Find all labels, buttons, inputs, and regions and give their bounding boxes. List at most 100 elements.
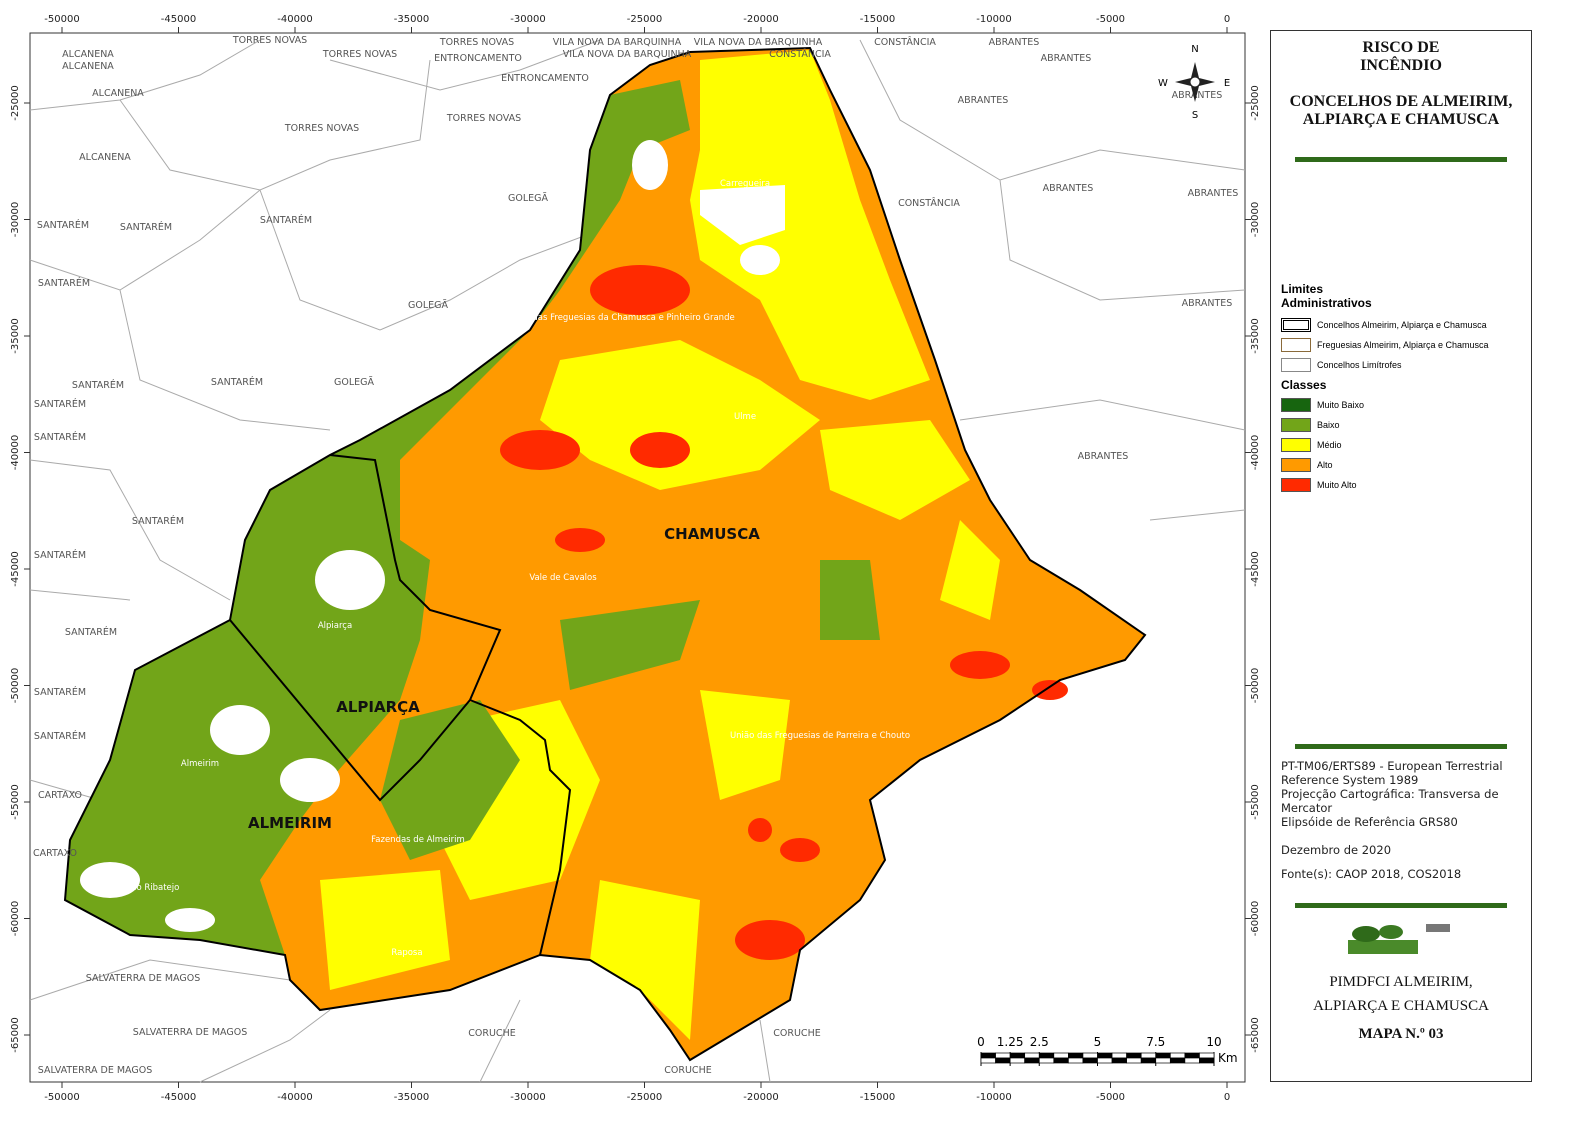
legend-panel: RISCO DE INCÊNDIO CONCELHOS DE ALMEIRIM,… [1270, 30, 1532, 1082]
place-label: SANTARÉM [72, 379, 124, 391]
place-label: ABRANTES [958, 95, 1009, 106]
divider [1295, 903, 1507, 908]
parish-label: Ulme [734, 412, 756, 422]
place-label: SANTARÉM [65, 626, 117, 638]
legend-swatch [1281, 398, 1311, 412]
place-label: SANTARÉM [132, 515, 184, 527]
unclassified-patches [80, 140, 785, 932]
admin-legend: Concelhos Almeirim, Alpiarça e Chamusca F… [1271, 318, 1531, 372]
parish-label: União das Freguesias de Parreira e Chout… [730, 731, 910, 741]
scale-segment [1126, 1052, 1142, 1059]
place-label: SALVATERRA DE MAGOS [38, 1065, 152, 1076]
scale-segment [1082, 1052, 1098, 1059]
x-tick-label: -15000 [860, 14, 895, 25]
x-tick-label: -25000 [627, 14, 662, 25]
legend-item: Alto [1281, 458, 1531, 472]
place-label: VILA NOVA DA BARQUINHA [563, 49, 692, 60]
info-line: Elipsóide de Referência GRS80 [1281, 815, 1458, 829]
place-label: SANTARÉM [34, 398, 86, 410]
place-label: TORRES NOVAS [446, 113, 521, 124]
scale-segment [1169, 1057, 1186, 1064]
parish-label: Vale de Cavalos [529, 573, 597, 583]
scale-segment [1140, 1052, 1157, 1059]
compass-label: S [1192, 110, 1198, 121]
plan-name: PIMDFCI ALMEIRIM, ALPIARÇA E CHAMUSCA [1313, 974, 1489, 1014]
scale-segment [1140, 1057, 1157, 1064]
low-risk-patches [380, 560, 880, 860]
medium-risk-patches [320, 50, 1000, 1040]
y-tick-label: -45000 [10, 551, 21, 586]
scale-label: 2.5 [1030, 1035, 1049, 1049]
scale-segment [1097, 1057, 1113, 1064]
place-label: SANTARÉM [260, 214, 312, 226]
info-line: Projecção Cartográfica: Transversa de Me… [1281, 787, 1499, 815]
scale-segment [1053, 1052, 1069, 1059]
place-label: TORRES NOVAS [284, 123, 359, 134]
y-tick-label: -35000 [1250, 318, 1261, 353]
legend-swatch [1281, 338, 1311, 352]
parish-label: Benfica do Ribatejo [97, 883, 180, 893]
parish-label: Carregueira [720, 179, 770, 189]
legend-label: Baixo [1317, 420, 1340, 430]
y-tick-label: -60000 [1250, 901, 1261, 936]
place-label: ABRANTES [1172, 90, 1223, 101]
legend-item: Muito Alto [1281, 478, 1531, 492]
place-label: GOLEGÃ [334, 377, 374, 388]
legend-label: Freguesias Almeirim, Alpiarça e Chamusca [1317, 340, 1489, 350]
scale-segment [1068, 1057, 1084, 1064]
y-tick-label: -50000 [10, 668, 21, 703]
neighbour-boundaries [29, 39, 1246, 1083]
x-tick-label: -35000 [394, 14, 429, 25]
legend-swatch [1281, 318, 1311, 332]
legend-swatch [1281, 418, 1311, 432]
place-label: SANTARÉM [34, 431, 86, 443]
legend-swatch [1281, 478, 1311, 492]
municipality-label: CHAMUSCA [664, 525, 760, 543]
scale-segment [1155, 1057, 1171, 1064]
x-tick-label: 0 [1224, 14, 1230, 25]
scale-segment [1184, 1052, 1200, 1059]
legend-item: Médio [1281, 438, 1531, 452]
scale-segment [995, 1052, 1011, 1059]
municipal-boundaries [63, 46, 1147, 1062]
map-number: MAPA N.º 03 [1358, 1026, 1444, 1042]
scale-segment [1184, 1057, 1200, 1064]
logo [1348, 924, 1450, 954]
scale-segment [1126, 1057, 1142, 1064]
place-label: CONSTÂNCIA [898, 197, 960, 209]
y-tick-label: -30000 [10, 202, 21, 237]
title: RISCO DE INCÊNDIO [1360, 39, 1442, 74]
place-label: ALCANENA [79, 152, 131, 163]
place-label: GOLEGÃ [508, 193, 548, 204]
x-tick-label: -15000 [860, 1092, 895, 1103]
divider [1295, 157, 1507, 162]
scale-segment [1053, 1057, 1069, 1064]
scale-segment [1097, 1052, 1113, 1059]
place-label: ENTRONCAMENTO [501, 73, 589, 84]
scale-segment [1038, 1052, 1055, 1059]
place-label: ABRANTES [1188, 188, 1239, 199]
classes-title: Classes [1281, 378, 1327, 392]
y-tick-label: -40000 [10, 435, 21, 470]
scale-label: 0 [977, 1035, 985, 1049]
info-line: PT-TM06/ERTS89 - European Terrestrial Re… [1281, 759, 1503, 787]
place-label: VILA NOVA DA BARQUINHA [694, 37, 823, 48]
parish-label: Fazendas de Almeirim [371, 835, 465, 845]
place-label: SANTARÉM [37, 219, 89, 231]
place-label: ABRANTES [1041, 53, 1092, 64]
y-tick-label: -25000 [1250, 85, 1261, 120]
place-label: CARTAXO [38, 790, 82, 801]
compass-center [1189, 76, 1201, 88]
place-label: ABRANTES [1043, 183, 1094, 194]
x-tick-label: -40000 [277, 14, 312, 25]
x-tick-label: -5000 [1096, 1092, 1125, 1103]
x-tick-label: -20000 [743, 14, 778, 25]
scale-label: 10 [1206, 1035, 1221, 1049]
y-tick-label: -65000 [10, 1017, 21, 1052]
place-label: TORRES NOVAS [232, 35, 307, 46]
scale-segment [1155, 1052, 1171, 1059]
place-label: CORUCHE [664, 1065, 711, 1076]
y-tick-label: -50000 [1250, 668, 1261, 703]
place-label: SANTARÉM [211, 376, 263, 388]
place-label: TORRES NOVAS [322, 49, 397, 60]
